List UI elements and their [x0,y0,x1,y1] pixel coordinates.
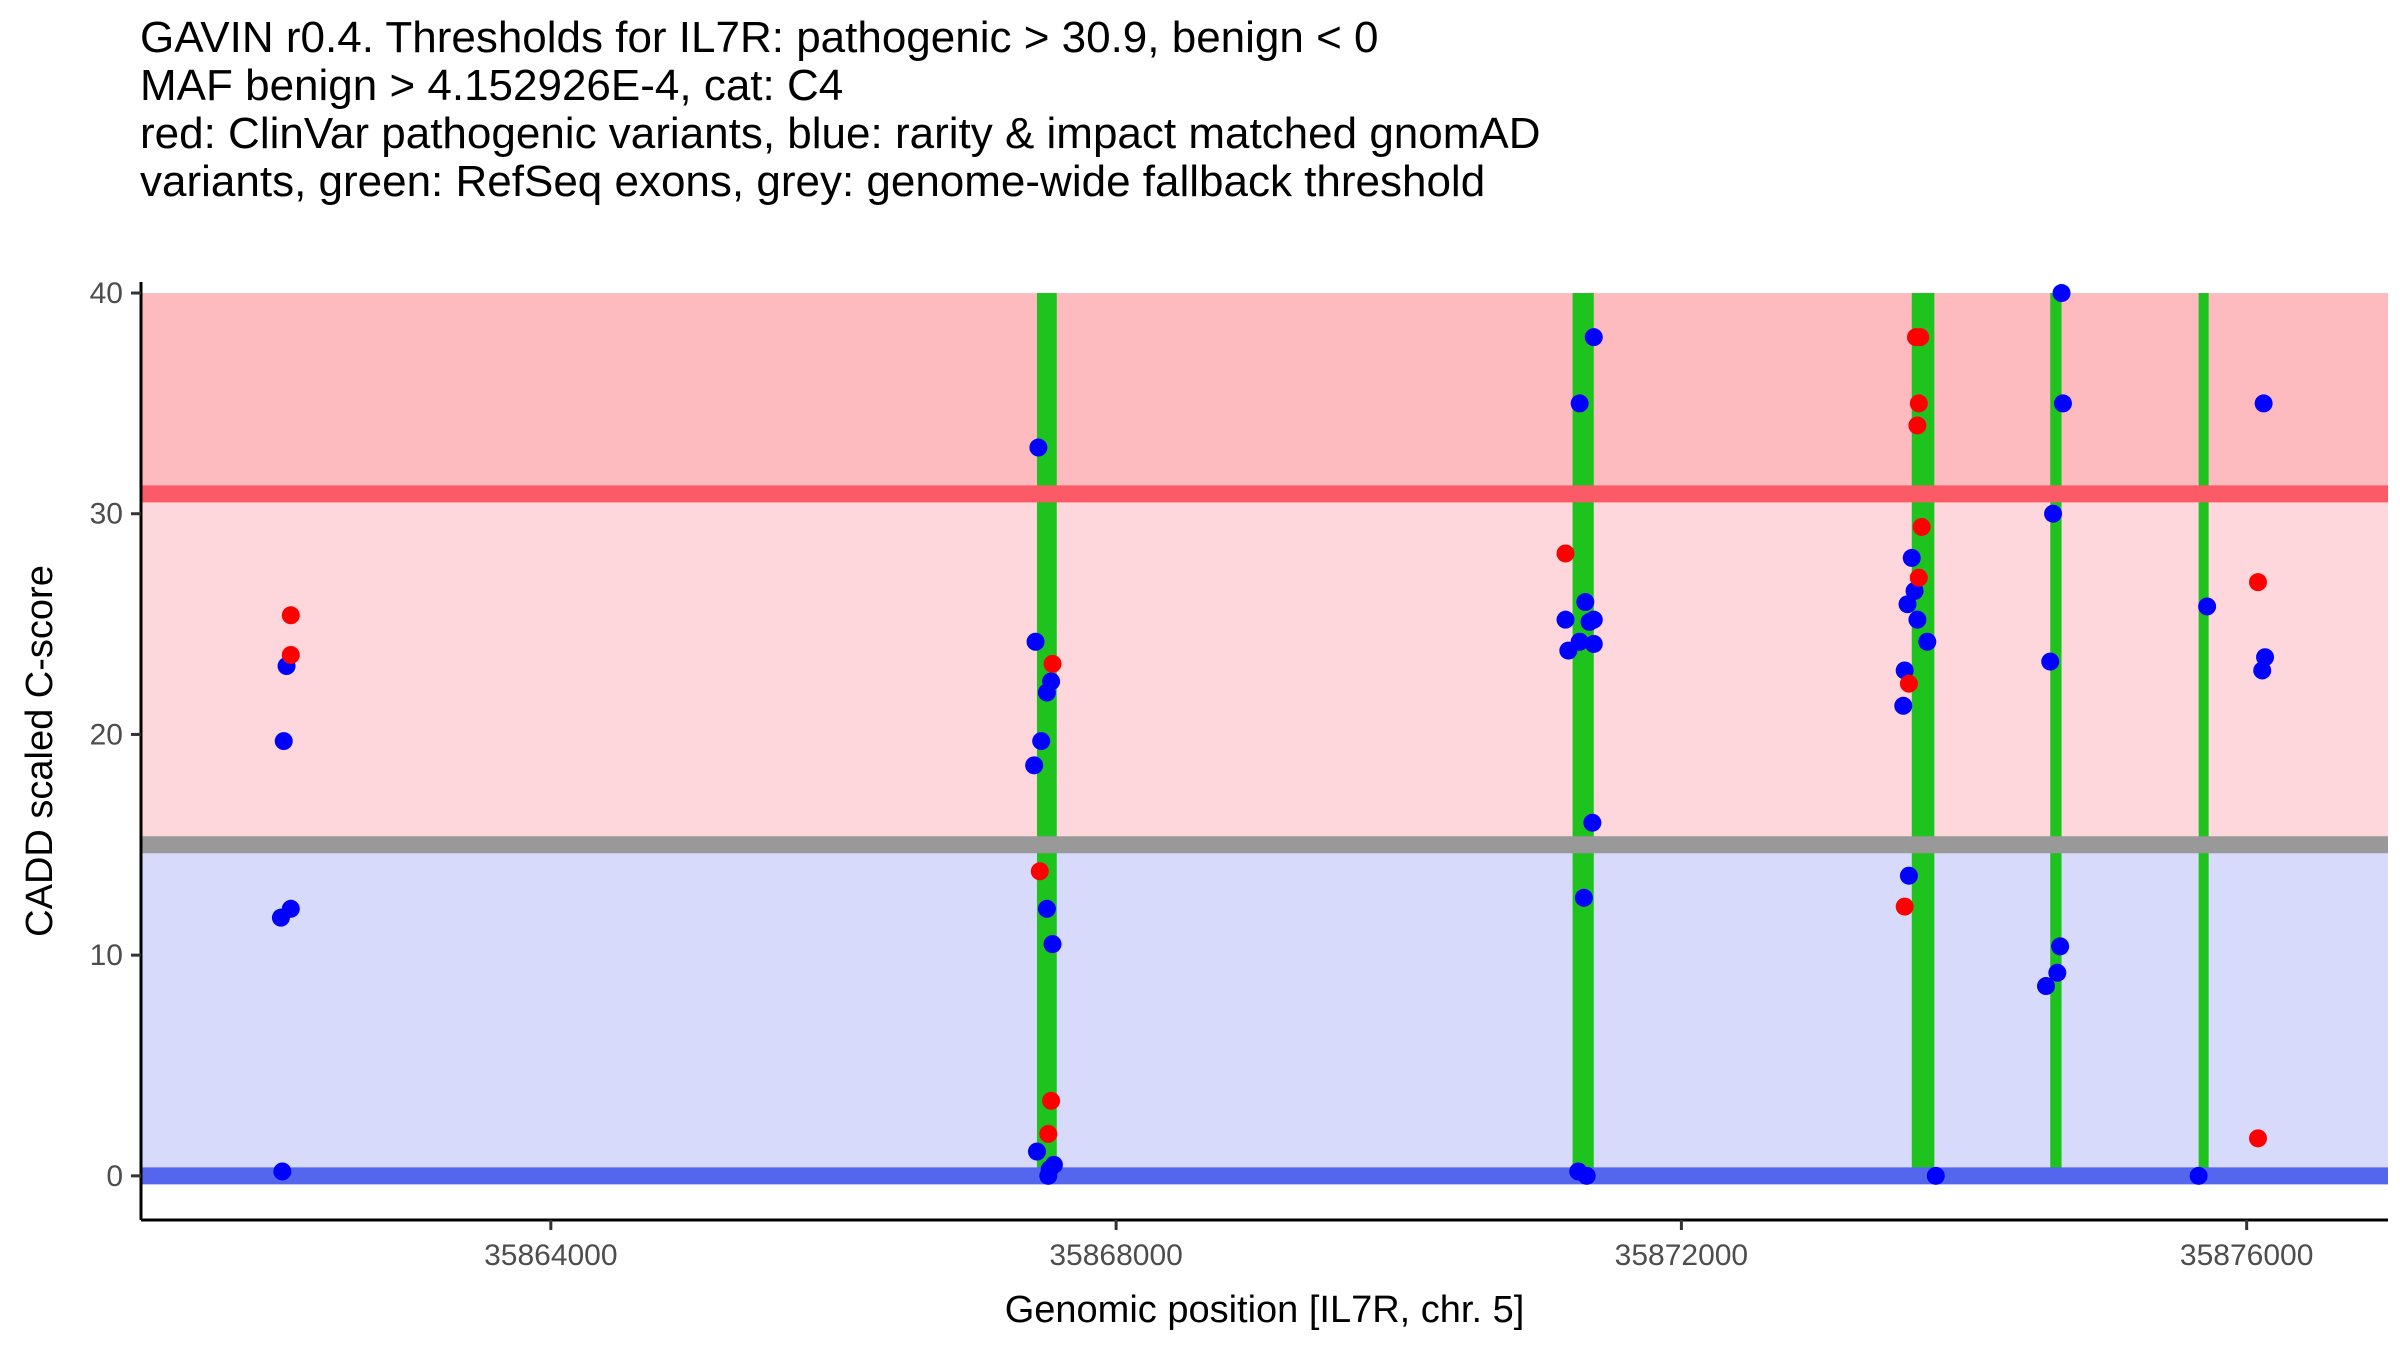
gnomad-point-51 [2253,661,2272,680]
gnomad-point-46 [2037,977,2056,996]
exon-bar-4 [2050,293,2062,1176]
exon-bars [1036,293,2209,1176]
exon-bar-2 [1572,293,1594,1176]
gnomad-point-45 [2048,963,2067,982]
y-tick-label-30: 30 [90,498,123,531]
gnomad-point-42 [2044,504,2063,523]
title-line-1: GAVIN r0.4. Thresholds for IL7R: pathoge… [140,13,1379,62]
gnomad-point-12 [1037,899,1056,918]
gnomad-point-11 [1025,756,1044,775]
chart-title: GAVIN r0.4. Thresholds for IL7R: pathoge… [140,14,1541,206]
gnomad-point-49 [2254,394,2273,413]
gnomad-point-10 [1032,732,1051,751]
pathogenic-point-17 [2248,1129,2267,1148]
title-line-2: MAF benign > 4.152926E-4, cat: C4 [140,61,844,110]
gnomad-point-35 [1918,632,1937,651]
gnomad-point-37 [1894,696,1913,715]
pathogenic-point-9 [1911,328,1930,347]
pathogenic-point-1 [281,606,300,625]
gnomad-point-17 [1039,1166,1058,1185]
gnomad-point-23 [1580,612,1599,631]
y-tick-label-10: 10 [90,939,123,972]
title-line-4: variants, green: RefSeq exons, grey: gen… [140,157,1486,206]
gnomad-point-27 [1583,813,1602,832]
gnomad-point-25 [1584,634,1603,653]
gnomad-point-31 [1902,548,1921,567]
gnomad-point-34 [1908,610,1927,629]
gnomad-point-2 [274,732,293,751]
gnomad-point-21 [1556,610,1575,629]
gnomad-point-44 [2051,937,2070,956]
y-tick-label-20: 20 [90,718,123,751]
y-tick-label-0: 0 [106,1160,123,1193]
pathogenic-point-14 [1899,674,1918,693]
x-tick-label-35876000: 35876000 [2180,1239,2313,1272]
variant-points [271,284,2275,1185]
gnomad-point-38 [1899,866,1918,885]
gnomad-point-18 [1584,328,1603,347]
x-tick-label-35868000: 35868000 [1049,1239,1182,1272]
gnomad-point-43 [2041,652,2060,671]
exon-bar-3 [1911,293,1935,1176]
gnomad-point-33 [1898,595,1917,614]
gnomad-point-41 [2053,394,2072,413]
y-tick-label-40: 40 [90,277,123,310]
gnomad-point-48 [2189,1166,2208,1185]
gnomad-point-14 [1027,1142,1046,1161]
gnomad-point-39 [1926,1166,1945,1185]
pathogenic-point-10 [1909,394,1928,413]
gnomad-point-26 [1559,641,1578,660]
band-2 [141,844,2388,1176]
pathogenic-point-2 [281,645,300,664]
pathogenic-point-3 [1030,862,1049,881]
pathogenic-point-12 [1912,517,1931,536]
x-tick-label-35864000: 35864000 [484,1239,617,1272]
gnomad-point-47 [2198,597,2217,616]
x-axis-title: Genomic position [IL7R, chr. 5] [1005,1289,1525,1331]
pathogenic-point-7 [1556,544,1575,563]
gnomad-point-20 [1576,593,1595,612]
gnomad-point-6 [1029,438,1048,457]
exon-bar-5 [2198,293,2209,1176]
gnomad-point-30 [1577,1166,1596,1185]
gnomad-point-4 [271,908,290,927]
pathogenic-point-6 [1039,1124,1058,1143]
band-0 [141,293,2388,494]
threshold-lines [141,485,2388,1185]
y-axis-title: CADD scaled C-score [19,565,61,937]
x-tick-label-35872000: 35872000 [1615,1239,1748,1272]
pathogenic-point-4 [1043,654,1062,673]
threshold-bands [141,293,2388,1176]
pathogenic-point-16 [2248,573,2267,592]
gnomad-point-19 [1570,394,1589,413]
pathogenic-point-11 [1908,416,1927,435]
gnomad-point-5 [273,1162,292,1181]
pathogenic-point-13 [1909,568,1928,587]
gnomad-point-28 [1574,888,1593,907]
pathogenic-point-15 [1895,897,1914,916]
title-line-3: red: ClinVar pathogenic variants, blue: … [140,109,1541,158]
gnomad-point-9 [1037,683,1056,702]
pathogenic-point-5 [1042,1091,1061,1110]
gnomad-point-7 [1026,632,1045,651]
axes: 0 10 20 30 40 35864000 35868000 35872000 3587600… [90,277,2388,1272]
band-1 [141,493,2388,845]
gnomad-point-40 [2052,284,2071,303]
gnomad-point-13 [1043,935,1062,954]
